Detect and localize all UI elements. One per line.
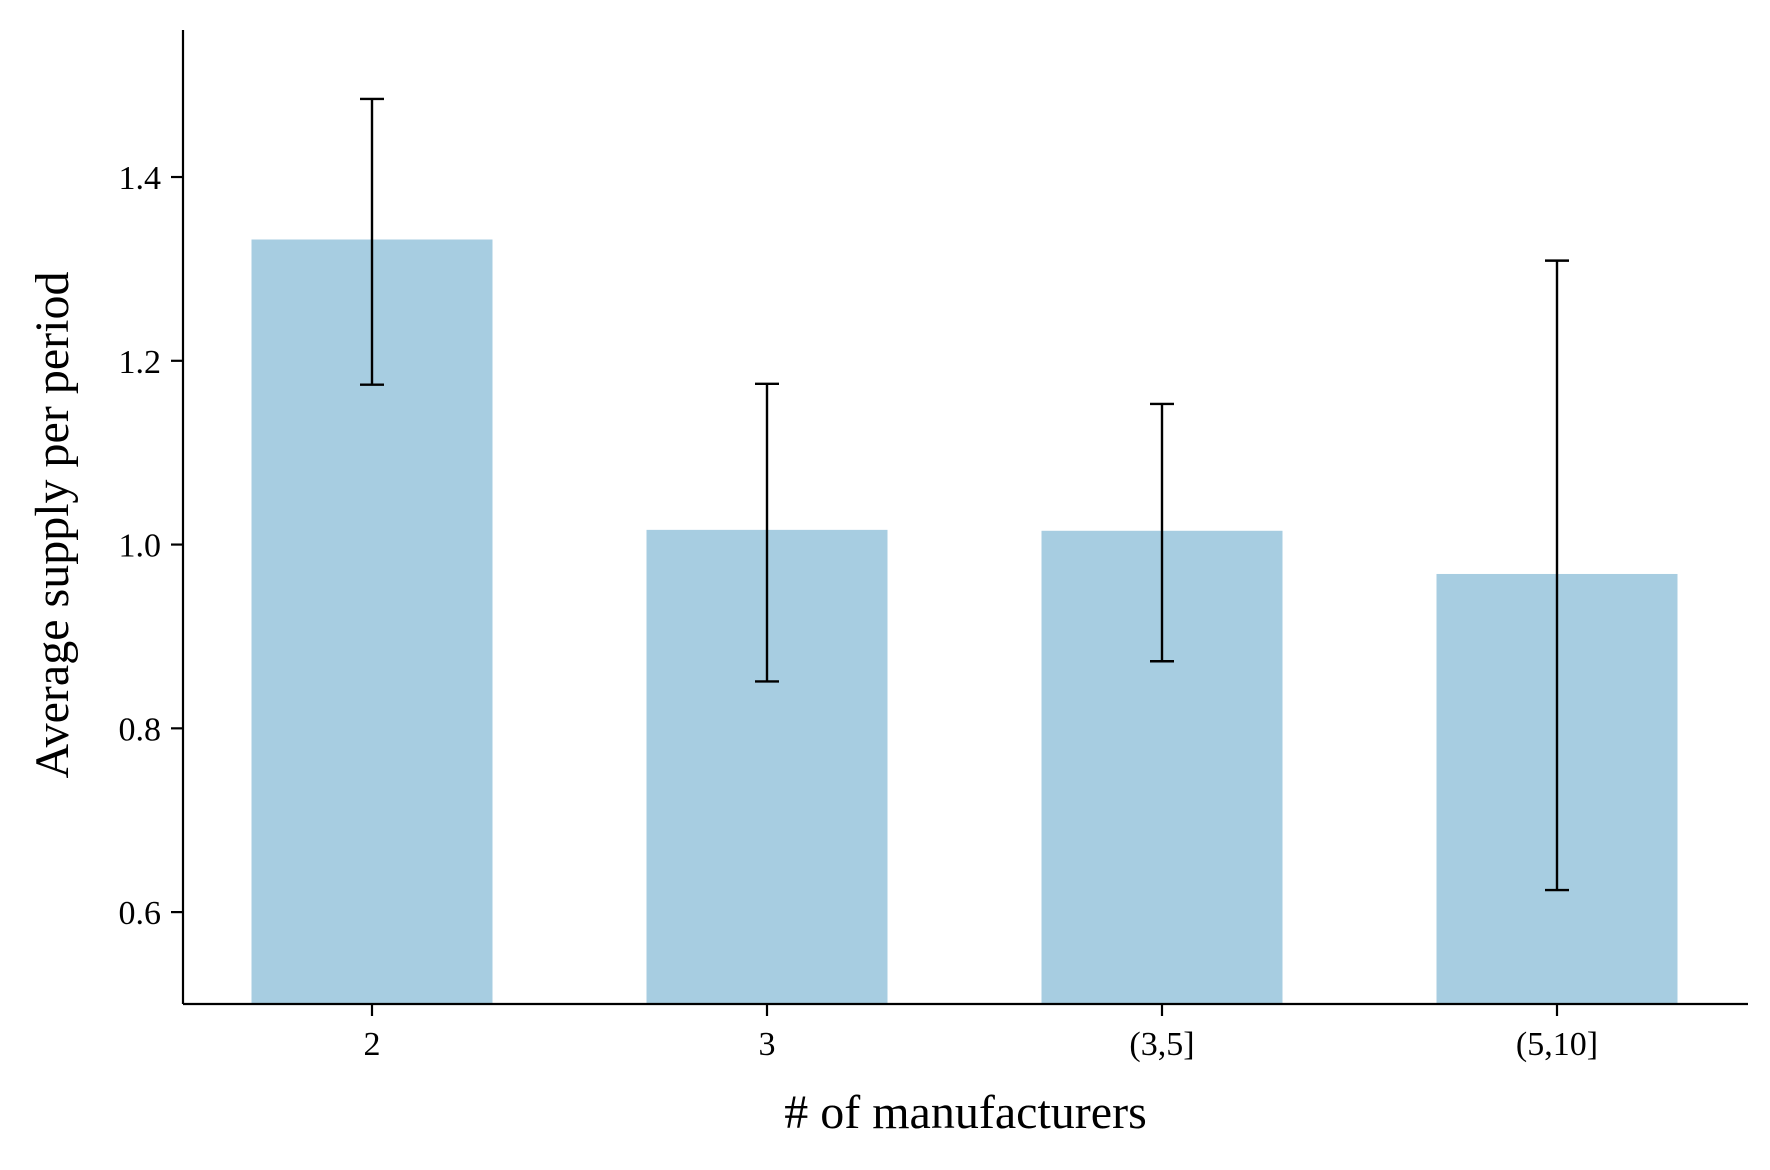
error-bars-layer bbox=[360, 97, 1569, 892]
x-ticks-layer: 2 3 (3,5] (5,10] bbox=[364, 1004, 1598, 1063]
x-tick-label-2: 3 bbox=[759, 1026, 776, 1063]
y-tick-label-1: 0.6 bbox=[119, 895, 162, 932]
y-tick-label-4: 1.2 bbox=[119, 344, 162, 381]
y-tick-label-5: 1.4 bbox=[119, 160, 162, 197]
x-tick-label-3: (3,5] bbox=[1129, 1026, 1194, 1063]
y-ticks-layer: 0.6 0.8 1.0 1.2 1.4 bbox=[119, 160, 183, 932]
x-tick-label-1: 2 bbox=[364, 1026, 381, 1063]
x-tick-label-4: (5,10] bbox=[1516, 1026, 1598, 1063]
x-axis-title: # of manufacturers bbox=[784, 1086, 1147, 1139]
y-axis-title: Average supply per period bbox=[26, 272, 79, 779]
axes-layer bbox=[181, 30, 1748, 1006]
y-tick-label-3: 1.0 bbox=[119, 528, 162, 565]
bars-layer bbox=[251, 239, 1678, 1004]
y-tick-label-2: 0.8 bbox=[119, 711, 162, 748]
